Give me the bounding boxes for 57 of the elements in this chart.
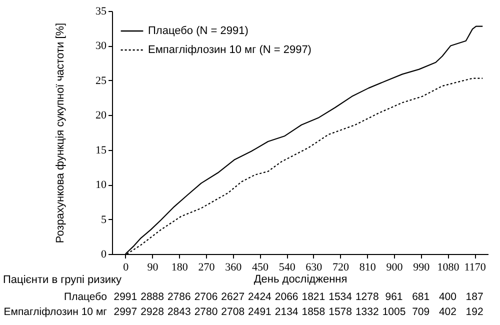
y-tick-label: 35	[96, 6, 107, 18]
x-tick-label: 630	[306, 262, 323, 274]
text: 2997	[114, 306, 138, 318]
text: 402	[438, 306, 457, 318]
y-tick-label: 25	[96, 74, 107, 87]
text: 1858	[302, 306, 326, 318]
x-tick-label: 900	[386, 262, 404, 274]
text: 2780	[194, 306, 218, 318]
x-tick-label: 990	[413, 262, 430, 274]
x-tick-label: 720	[332, 262, 350, 274]
text: 1821	[302, 291, 326, 303]
x-tick-label: 1080	[437, 262, 460, 274]
x-tick-label: 180	[171, 262, 188, 274]
text: 2928	[140, 306, 164, 318]
text: Плацебо	[64, 291, 108, 303]
text: 192	[466, 306, 484, 318]
text: 2706	[194, 291, 218, 303]
legend-label: Емпагліфлозин 10 мг (N = 2997)	[148, 44, 312, 56]
text: 2786	[167, 291, 191, 303]
text: 2627	[221, 291, 245, 303]
text: 1578	[328, 306, 352, 318]
x-axis-title: День дослідження	[254, 274, 348, 286]
x-tick-label: 540	[278, 262, 296, 274]
legend-label: Плацебо (N = 2991)	[148, 25, 248, 37]
text: 2708	[221, 306, 245, 318]
text: 2424	[248, 291, 272, 303]
text: 1332	[355, 306, 379, 318]
y-tick-label: 10	[96, 179, 107, 192]
y-tick-label: 0	[101, 248, 107, 260]
text: Пацієнти в групі ризику	[3, 274, 122, 286]
y-tick-label: 5	[101, 214, 107, 226]
x-tick-label: 450	[252, 262, 269, 274]
text: 709	[412, 306, 430, 318]
text: 187	[466, 291, 484, 303]
y-tick-label: 20	[96, 110, 107, 122]
text: 2491	[248, 306, 272, 318]
x-tick-label: 1170	[464, 262, 486, 274]
text: 681	[412, 291, 430, 303]
text: 2066	[274, 291, 298, 303]
text: 1005	[382, 306, 406, 318]
x-tick-label: 810	[359, 262, 376, 274]
text: 1278	[355, 291, 379, 303]
text: 400	[438, 291, 457, 303]
x-tick-label: 90	[147, 262, 159, 274]
text: 1534	[328, 291, 352, 303]
text: 2991	[114, 291, 138, 303]
y-axis-title: Розрахункова функція сукупної частоти [%]	[54, 22, 66, 244]
text: 2843	[167, 306, 191, 318]
y-tick-label: 30	[96, 40, 107, 52]
text: 2888	[140, 291, 164, 303]
x-tick-label: 360	[225, 262, 242, 274]
text: 2134	[274, 306, 298, 318]
y-tick-label: 15	[96, 144, 107, 156]
text: 961	[385, 291, 403, 303]
text: Емпагліфлозин 10 мг	[4, 306, 108, 318]
x-tick-label: 0	[123, 262, 130, 274]
x-tick-label: 270	[198, 262, 216, 274]
